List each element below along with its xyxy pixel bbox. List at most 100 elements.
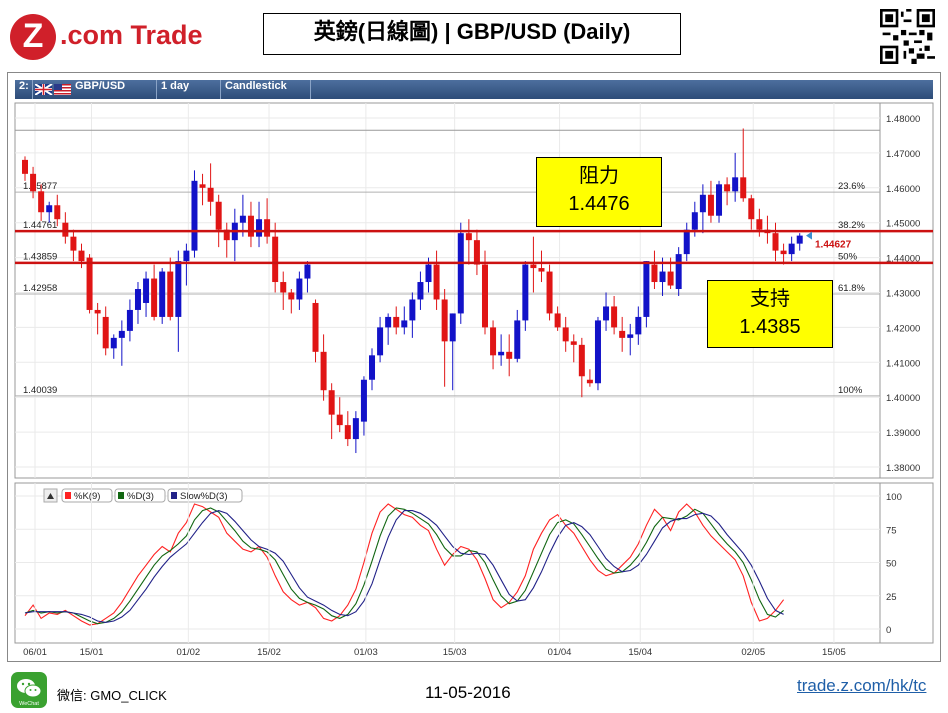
candle-body	[191, 180, 198, 251]
x-tick-label: 01/04	[548, 647, 572, 658]
stoch-tick-label: 25	[886, 592, 897, 603]
fib-price-label: 1.42958	[23, 283, 57, 294]
candle-body	[473, 240, 480, 265]
candle-body	[425, 264, 432, 283]
legend-label: Slow%D(3)	[180, 491, 228, 502]
candle-body	[215, 201, 222, 230]
x-tick-label: 15/02	[257, 647, 281, 658]
interval-selector[interactable]: 1 day	[157, 80, 221, 99]
candle-body	[46, 205, 53, 213]
legend-item	[61, 488, 113, 503]
chart-style-selector[interactable]: Candlestick	[221, 80, 311, 99]
stoch-tick-label: 0	[886, 625, 891, 636]
last-price-label: 1.44627	[815, 240, 852, 251]
candle-body	[522, 264, 529, 321]
support-value: 1.4385	[739, 316, 801, 338]
candle-body	[490, 327, 497, 356]
legend-label: %D(3)	[127, 491, 154, 502]
candle-body	[223, 229, 230, 241]
candle-body	[199, 184, 206, 188]
candle-body	[143, 278, 150, 303]
legend-swatch	[171, 492, 177, 499]
stochastic-axis	[879, 482, 934, 644]
candle-body	[562, 327, 569, 342]
candle-body	[86, 257, 93, 310]
candle-body	[594, 320, 601, 384]
candle-body	[328, 390, 335, 415]
candle-body	[175, 261, 182, 317]
candle-body	[683, 229, 690, 255]
price-tick-label: 1.38000	[886, 463, 920, 474]
candle-body	[756, 219, 763, 230]
legend-swatch	[118, 492, 124, 499]
candle-body	[643, 261, 650, 317]
candle-body	[159, 271, 166, 317]
candle-body	[586, 379, 593, 384]
candle-body	[247, 215, 254, 237]
price-tick-label: 1.41000	[886, 358, 920, 369]
candle-body	[256, 219, 263, 237]
candle-body	[530, 264, 537, 269]
candle-body	[38, 191, 45, 213]
candle-body	[78, 250, 85, 262]
candle-body	[611, 306, 618, 328]
candle-body	[780, 250, 787, 255]
x-tick-label: 01/02	[176, 647, 200, 658]
candle-body	[377, 327, 384, 356]
candle-body	[167, 271, 174, 317]
candle-body	[441, 299, 448, 342]
candle-body	[288, 292, 295, 300]
candle-body	[724, 184, 731, 192]
legend-label: %K(9)	[74, 491, 100, 502]
candle-body	[102, 316, 109, 349]
candle-body	[126, 309, 133, 331]
window-number: 2:	[15, 80, 33, 99]
x-tick-label: 15/03	[443, 647, 467, 658]
candle-body	[465, 233, 472, 241]
report-date: 11-05-2016	[425, 683, 511, 702]
wechat-icon[interactable]: WeChat	[11, 672, 47, 708]
price-tick-label: 1.39000	[886, 428, 920, 439]
fib-percent-label: 61.8%	[838, 283, 865, 294]
candle-body	[369, 355, 376, 380]
stoch-series-slowd3	[24, 510, 784, 623]
price-tick-label: 1.45000	[886, 219, 920, 230]
support-callout: 支持 1.4385	[707, 280, 833, 348]
symbol-label: GBP/USD	[75, 80, 126, 92]
candle-body	[336, 414, 343, 426]
last-price-marker-icon	[806, 231, 812, 240]
candle-body	[740, 177, 747, 199]
candle-body	[385, 316, 392, 328]
candle-body	[54, 205, 61, 220]
candle-body	[514, 320, 521, 359]
legend-item	[167, 488, 243, 503]
resistance-value: 1.4476	[568, 193, 630, 215]
candle-body	[62, 222, 69, 237]
stoch-tick-label: 75	[886, 525, 897, 536]
candle-body	[627, 334, 634, 338]
symbol-selector[interactable]: GBP/USD	[33, 80, 157, 99]
fib-price-label: 1.43859	[23, 252, 57, 263]
candle-body	[118, 330, 125, 338]
price-tick-label: 1.43000	[886, 289, 920, 300]
candle-body	[344, 425, 351, 440]
candle-body	[498, 351, 505, 356]
candle-body	[409, 299, 416, 321]
website-link[interactable]: trade.z.com/hk/tc	[797, 676, 927, 695]
candle-body	[296, 278, 303, 300]
fib-price-label: 1.40039	[23, 385, 57, 396]
candle-body	[417, 282, 424, 300]
price-tick-label: 1.46000	[886, 184, 920, 195]
fib-percent-label: 50%	[838, 252, 858, 263]
candle-body	[651, 264, 658, 283]
candle-body	[732, 177, 739, 192]
candle-body	[716, 184, 723, 216]
price-tick-label: 1.48000	[886, 114, 920, 125]
fib-percent-label: 23.6%	[838, 181, 865, 192]
legend-swatch	[65, 492, 71, 499]
candle-body	[110, 337, 117, 349]
candle-body	[360, 379, 367, 422]
candle-body	[264, 219, 271, 237]
x-tick-label: 15/05	[822, 647, 846, 658]
resistance-callout: 阻力 1.4476	[536, 157, 662, 227]
